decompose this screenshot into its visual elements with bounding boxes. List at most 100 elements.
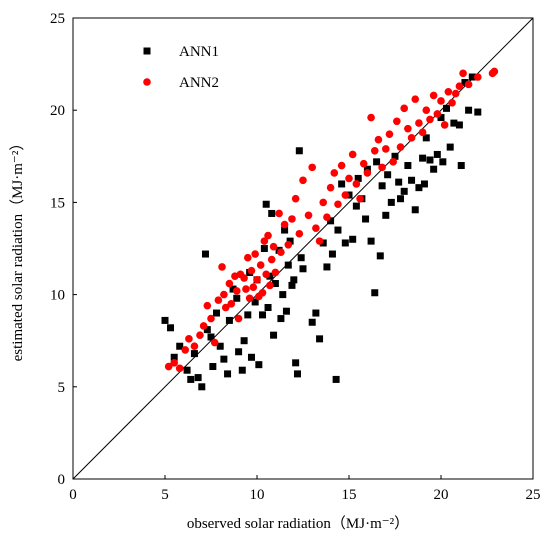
ann2-point bbox=[185, 335, 193, 343]
ann1-point bbox=[201, 250, 209, 258]
ann2-point bbox=[448, 99, 456, 107]
ann2-point bbox=[164, 362, 173, 371]
ann1-point bbox=[262, 200, 270, 208]
ann2-point bbox=[227, 300, 236, 308]
ann1-point bbox=[194, 374, 202, 382]
x-tick-label: 25 bbox=[526, 487, 541, 503]
ann2-point bbox=[464, 80, 473, 89]
ann1-point bbox=[170, 353, 178, 361]
ann1-point bbox=[268, 209, 276, 217]
ann1-point bbox=[209, 363, 217, 371]
ann1-point bbox=[259, 311, 267, 319]
ann1-point bbox=[443, 104, 451, 112]
ann2-point bbox=[312, 224, 320, 233]
ann2-point bbox=[396, 143, 405, 151]
ann1-point bbox=[362, 215, 370, 223]
ann2-point bbox=[277, 248, 285, 256]
ann2-point bbox=[245, 294, 254, 303]
ann2-point bbox=[400, 104, 409, 113]
ann1-point bbox=[461, 79, 469, 87]
legend-label: ANN2 bbox=[179, 75, 219, 91]
ann2-point bbox=[433, 110, 442, 118]
ann1-point bbox=[457, 162, 465, 170]
ann2-point bbox=[260, 237, 269, 245]
ann1-point bbox=[235, 348, 243, 356]
ann2-point bbox=[175, 364, 184, 373]
ann2-point bbox=[348, 150, 357, 159]
ann1-point bbox=[203, 326, 211, 334]
ann2-point bbox=[262, 270, 271, 279]
ann1-point bbox=[468, 73, 476, 81]
ann1-point bbox=[271, 280, 279, 288]
series-ann1 bbox=[161, 73, 482, 391]
ann1-point bbox=[225, 316, 233, 324]
ann1-point bbox=[415, 184, 423, 192]
ann1-point bbox=[282, 307, 290, 315]
ann2-point bbox=[418, 128, 427, 137]
ann1-point bbox=[338, 180, 346, 188]
x-tick-label: 5 bbox=[161, 487, 169, 503]
ann1-point bbox=[284, 261, 292, 269]
x-axis-ticks: 0 5 10 15 20 25 bbox=[69, 475, 541, 503]
ann1-point bbox=[327, 217, 335, 225]
ann1-point bbox=[279, 291, 287, 299]
ann1-point bbox=[420, 180, 428, 188]
ann2-point bbox=[352, 180, 361, 188]
ann2-point bbox=[234, 314, 243, 323]
ann2-point bbox=[429, 91, 438, 100]
y-tick-label: 5 bbox=[58, 380, 66, 396]
ann2-point bbox=[284, 241, 293, 249]
ann1-point bbox=[270, 331, 278, 339]
ann1-point bbox=[266, 272, 274, 280]
y-tick-label: 15 bbox=[50, 195, 65, 211]
y-axis-ticks: 0 5 10 15 20 25 bbox=[50, 11, 77, 488]
ann2-point bbox=[280, 220, 289, 229]
ann2-point bbox=[382, 145, 390, 153]
ann2-point bbox=[451, 89, 460, 98]
ann2-point bbox=[370, 146, 379, 155]
ann1-point bbox=[251, 298, 259, 306]
ann2-point bbox=[422, 106, 431, 114]
ann1-point bbox=[216, 342, 224, 350]
legend-label: ANN1 bbox=[179, 44, 219, 60]
ann1-point bbox=[238, 366, 246, 374]
x-tick-label: 10 bbox=[250, 487, 265, 503]
ann2-point bbox=[393, 117, 401, 126]
ann1-point bbox=[247, 353, 255, 361]
series-ann2 bbox=[164, 67, 499, 373]
ann1-point bbox=[229, 285, 237, 293]
ann1-point bbox=[190, 350, 198, 358]
ann2-point bbox=[271, 268, 280, 277]
ann2-point bbox=[374, 135, 383, 144]
y-axis-title: estimated solar radiation（MJ·m⁻²） bbox=[9, 136, 26, 362]
ann2-point bbox=[220, 290, 228, 299]
x-tick-label: 15 bbox=[342, 487, 357, 503]
ann2-point bbox=[244, 253, 252, 262]
ann1-point bbox=[292, 359, 300, 367]
ann1-point bbox=[397, 195, 405, 203]
ann1-point bbox=[349, 235, 357, 243]
x-tick-label: 20 bbox=[434, 487, 449, 503]
ann1-point bbox=[183, 366, 191, 374]
ann2-point bbox=[323, 213, 331, 221]
ann2-point bbox=[440, 121, 449, 129]
ann1-point bbox=[334, 226, 342, 234]
ann2-point bbox=[203, 301, 212, 310]
ann2-point bbox=[225, 279, 234, 288]
ann2-point bbox=[490, 67, 499, 76]
ann2-point bbox=[385, 130, 394, 138]
ann1-point bbox=[295, 147, 303, 155]
plot-frame bbox=[72, 17, 534, 480]
ann1-point bbox=[387, 198, 395, 206]
ann1-point bbox=[312, 309, 320, 317]
ann1-point bbox=[378, 182, 386, 190]
ann2-point bbox=[288, 215, 296, 223]
ann1-point bbox=[187, 375, 195, 383]
legend-marker-ann1 bbox=[143, 47, 151, 55]
ann1-point bbox=[400, 187, 408, 195]
ann2-point bbox=[444, 87, 453, 96]
ann1-point bbox=[373, 158, 381, 166]
ann2-point bbox=[308, 163, 317, 172]
ann2-point bbox=[415, 119, 423, 127]
ann1-point bbox=[465, 106, 473, 114]
